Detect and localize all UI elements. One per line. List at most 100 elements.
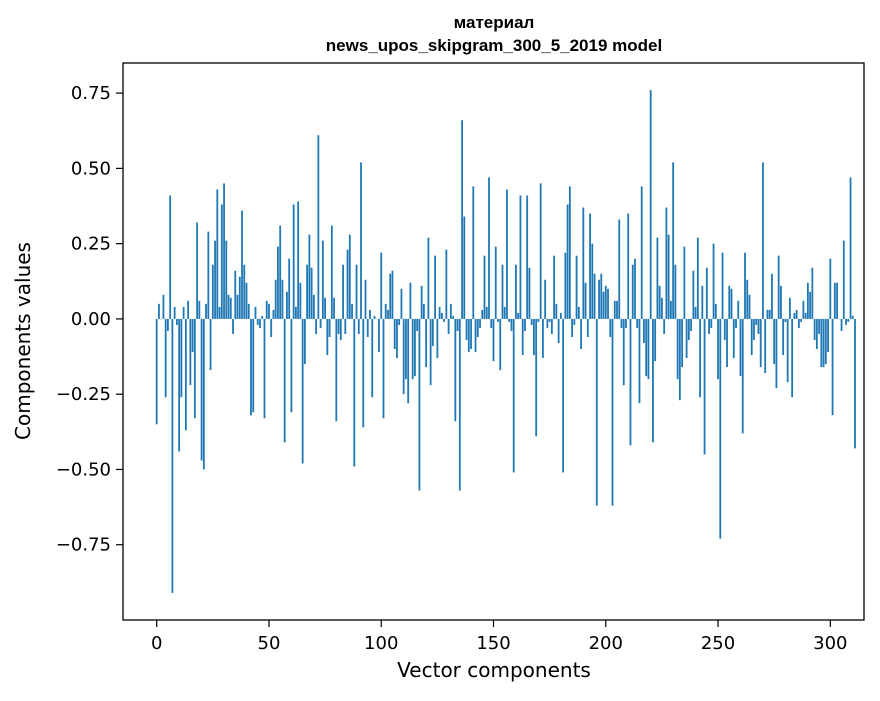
bar-33 — [230, 298, 232, 319]
bar-30 — [223, 183, 225, 318]
bar-159 — [513, 319, 515, 473]
bar-119 — [423, 304, 425, 319]
bar-173 — [544, 280, 546, 319]
bar-136 — [461, 120, 463, 319]
bar-171 — [540, 183, 542, 318]
bar-97 — [374, 316, 376, 319]
bar-18 — [196, 223, 198, 319]
bar-42 — [250, 319, 252, 415]
bar-115 — [414, 319, 416, 376]
bar-296 — [820, 319, 822, 367]
bar-99 — [378, 319, 380, 352]
x-tick-label: 150 — [476, 633, 510, 654]
bar-63 — [297, 202, 299, 319]
bar-51 — [270, 319, 272, 337]
bar-166 — [529, 268, 531, 319]
bar-175 — [549, 319, 551, 322]
bar-86 — [349, 235, 351, 319]
bar-302 — [834, 283, 836, 319]
bar-65 — [302, 319, 304, 464]
bar-303 — [836, 283, 838, 319]
chart-title-line-1: материал — [454, 13, 535, 32]
bar-153 — [499, 319, 501, 370]
bar-235 — [683, 247, 685, 319]
bar-76 — [326, 319, 328, 355]
bar-103 — [387, 310, 389, 319]
bar-6 — [169, 195, 171, 318]
bar-100 — [380, 253, 382, 319]
bar-217 — [643, 319, 645, 343]
bar-27 — [216, 189, 218, 318]
bar-291 — [809, 292, 811, 319]
bar-162 — [520, 195, 522, 318]
bar-58 — [286, 292, 288, 319]
bar-207 — [621, 319, 623, 328]
bar-13 — [185, 319, 187, 430]
bar-61 — [293, 205, 295, 319]
chart-title-line-2: news_upos_skipgram_300_5_2019 model — [326, 36, 662, 55]
bar-204 — [614, 301, 616, 319]
bar-151 — [495, 247, 497, 319]
bar-39 — [243, 265, 245, 319]
bar-253 — [724, 319, 726, 340]
bar-281 — [787, 319, 789, 382]
bar-126 — [439, 307, 441, 319]
bar-293 — [814, 319, 816, 340]
bar-25 — [212, 265, 214, 319]
bar-239 — [692, 271, 694, 319]
bar-183 — [567, 205, 569, 319]
bar-38 — [241, 211, 243, 319]
bar-32 — [228, 295, 230, 319]
bar-234 — [681, 319, 683, 367]
bar-64 — [299, 283, 301, 319]
bar-209 — [625, 319, 627, 328]
bar-83 — [342, 265, 344, 319]
bar-131 — [450, 304, 452, 319]
bar-52 — [273, 310, 275, 319]
bar-230 — [672, 162, 674, 319]
bar-265 — [751, 319, 753, 355]
bar-56 — [282, 280, 284, 319]
bar-240 — [695, 307, 697, 319]
bar-10 — [178, 319, 180, 451]
bar-26 — [214, 241, 216, 319]
x-tick-label: 50 — [258, 633, 281, 654]
bar-298 — [825, 319, 827, 364]
bar-225 — [661, 298, 663, 319]
bar-73 — [320, 319, 322, 328]
bar-161 — [517, 313, 519, 319]
bar-242 — [699, 319, 701, 397]
bar-114 — [412, 319, 414, 379]
bar-199 — [603, 292, 605, 319]
bar-160 — [515, 265, 517, 319]
bar-290 — [807, 283, 809, 319]
bar-107 — [396, 319, 398, 358]
bar-152 — [497, 319, 499, 322]
bar-168 — [533, 319, 535, 355]
y-tick-label: 0.75 — [71, 83, 111, 104]
bar-210 — [627, 214, 629, 319]
bar-193 — [589, 214, 591, 319]
bar-286 — [798, 319, 800, 328]
bar-108 — [398, 319, 400, 325]
bar-15 — [189, 319, 191, 385]
bar-275 — [773, 319, 775, 364]
bar-213 — [634, 259, 636, 319]
bar-57 — [284, 319, 286, 442]
bar-154 — [502, 265, 504, 319]
bar-59 — [288, 259, 290, 319]
bar-68 — [308, 235, 310, 319]
bar-179 — [558, 319, 560, 343]
bar-195 — [594, 274, 596, 319]
bar-4 — [165, 319, 167, 397]
x-tick-label: 100 — [364, 633, 398, 654]
bar-177 — [553, 256, 555, 319]
bar-285 — [796, 310, 798, 319]
bar-227 — [666, 208, 668, 319]
bar-200 — [605, 286, 607, 319]
x-tick-label: 300 — [813, 633, 847, 654]
bar-297 — [823, 319, 825, 367]
bar-104 — [389, 274, 391, 319]
bar-55 — [279, 226, 281, 319]
